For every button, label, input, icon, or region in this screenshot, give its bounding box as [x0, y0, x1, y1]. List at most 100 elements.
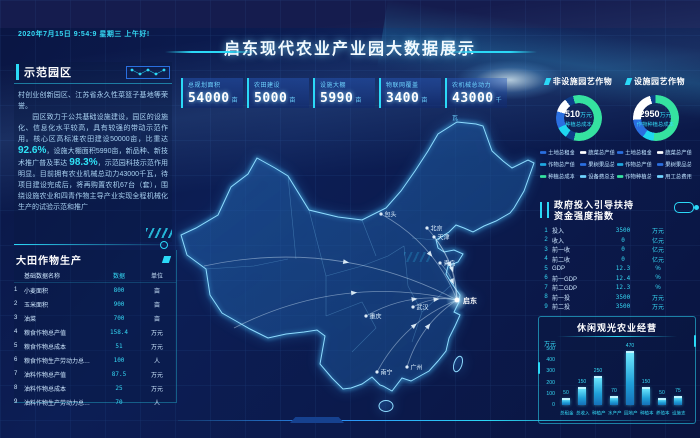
stat-unit: 千瓦 — [452, 98, 502, 122]
hort-left-title: 非设施园艺作物 — [552, 77, 613, 86]
legend-label: 蔬菜总产值 — [587, 151, 614, 157]
donut-label: 作物种植总成本 — [636, 121, 675, 128]
flight-arc — [380, 213, 458, 301]
double-bar-icon — [540, 202, 549, 218]
legend-item: 作物种植总成本 — [616, 172, 651, 181]
donut-unit: 万元 — [580, 112, 593, 119]
bar-category-label: 园地产 — [624, 411, 638, 416]
plane-icon — [449, 266, 454, 273]
row-value: 87.5 — [111, 370, 127, 378]
row-unit: 万元 — [150, 386, 163, 393]
row-number: 9 — [14, 399, 18, 405]
y-tick-label: 0 — [552, 402, 555, 408]
bar-cap — [642, 387, 650, 390]
chevron-marker-icon — [543, 78, 552, 85]
bar-category-label: 种植产 — [592, 411, 606, 416]
row-name: 玉米面积 — [24, 302, 49, 309]
city-label: 天津 — [438, 235, 450, 242]
gov-title: 政府投入引导扶持 资金强度指数 — [554, 200, 634, 222]
bar-value-label: 150 — [577, 379, 587, 385]
bar-value-label: 70 — [611, 388, 617, 394]
row-value: 158.4 — [109, 328, 129, 336]
gov-row: 2 收入 0 亿元 — [540, 236, 694, 246]
legend-swatch — [539, 163, 546, 166]
legend-swatch — [616, 163, 623, 166]
bar-cap — [594, 376, 602, 378]
plane-icon — [410, 323, 417, 330]
highlight-value: 92.6% — [18, 145, 47, 156]
gov-title-line2: 资金强度指数 — [554, 211, 615, 221]
node-dot — [160, 241, 168, 249]
row-name: 粮食作物生产劳动力总… — [24, 358, 91, 365]
row-value: 900 — [113, 300, 125, 308]
row-value: 12.3 — [615, 284, 631, 292]
field-crops-table: 基础数据名称 数据 单位 1 小麦面积 800 亩 2 玉米面积 900 亩 3 油菜 700 亩 4 粮食作物… — [14, 269, 176, 409]
row-unit: 万元 — [150, 372, 163, 379]
legend-item: 果树果品总产值 — [656, 160, 691, 169]
table-row: 8 油料作物总成本 25 万元 — [14, 381, 176, 395]
bar-设施支 — [674, 396, 682, 405]
legend-swatch — [656, 163, 663, 166]
row-name: 粮食作物总成本 — [24, 344, 67, 351]
legend-swatch — [656, 151, 663, 154]
row-number: 7 — [544, 284, 548, 291]
row-name: 前一收 — [552, 248, 571, 255]
bottom-divider — [178, 420, 690, 421]
bar-cap — [578, 387, 586, 390]
row-number: 4 — [544, 256, 548, 263]
plane-icon — [449, 278, 454, 285]
row-name: 油菜 — [24, 316, 37, 323]
bar-value-label: 470 — [625, 343, 635, 349]
datetime-text: 2020年7月15日 9:54:9 星期三 上午好! — [18, 31, 150, 38]
title-divider-left — [165, 51, 255, 53]
bar-category-label: 养殖本 — [656, 411, 670, 416]
stat-value: 43000 — [452, 91, 494, 106]
stat-value-row: 43000 千瓦 — [452, 89, 507, 125]
row-value: 0 — [621, 236, 625, 244]
stats-row: 总规划面积 54000 亩农田建设 5000 亩设施大棚 5990 亩物联网覆盖 3400 亩农… — [181, 78, 507, 122]
bar-category-label: 水产产 — [608, 411, 622, 416]
city-label: 青岛 — [444, 260, 456, 268]
table-row: 7 油料作物总产值 87.5 万元 — [14, 367, 176, 381]
row-unit: 人 — [153, 358, 160, 365]
row-value: 12.3 — [615, 265, 631, 273]
row-name: 前二投 — [552, 305, 571, 312]
paragraph-segment: ，设施大棚面积5990亩，新品种、新技术推广普及率达 — [18, 148, 168, 167]
legend-item: 种植总成本 — [539, 172, 574, 181]
bar-value-label: 75 — [675, 388, 681, 394]
hainan-island — [378, 400, 394, 412]
taiwan-island — [452, 355, 464, 373]
row-name: 粮食作物总产值 — [24, 330, 67, 337]
city-dot — [411, 305, 415, 309]
legend-label: 种植总成本 — [547, 175, 574, 181]
donut-value: 510 — [564, 108, 580, 119]
row-value: 800 — [113, 286, 125, 294]
highlight-value: 98.3% — [69, 157, 98, 168]
gov-row: 9 前二投 3500 万元 — [540, 302, 694, 312]
toggle-decor-icon — [674, 202, 699, 213]
gov-row: 6 前一GDP 12.4% — [540, 274, 694, 284]
city-dot — [432, 235, 436, 239]
row-number: 9 — [544, 303, 548, 310]
legend-item: 蔬菜总产值 — [656, 148, 691, 157]
row-unit: 亩 — [153, 316, 160, 323]
row-value: 0 — [621, 246, 625, 254]
bar-category-label: 总租金 — [560, 411, 574, 416]
city-dot — [454, 297, 460, 303]
city-dot — [438, 261, 442, 265]
legend-label: 蔬菜总产值 — [664, 151, 691, 157]
row-value: 0 — [621, 255, 625, 263]
stat-label: 物联网覆盖 — [386, 83, 419, 89]
row-unit: 人 — [153, 400, 160, 407]
row-unit: 亩 — [153, 288, 160, 295]
stat-box-0: 总规划面积 54000 亩 — [181, 78, 243, 108]
bar-cap — [658, 398, 666, 401]
table-row: 9 油料作物生产劳动力总… 70 人 — [14, 395, 176, 409]
row-number: 3 — [14, 315, 18, 321]
scroll-tick-icon — [694, 335, 696, 347]
plane-icon — [350, 290, 358, 296]
row-unit: 万元 — [651, 305, 664, 312]
demo-zone-paragraph: 村创业创新园区、江苏省永久性菜篮子基地等荣誉。 园区致力于公共基础设施建设，园区… — [14, 84, 172, 213]
